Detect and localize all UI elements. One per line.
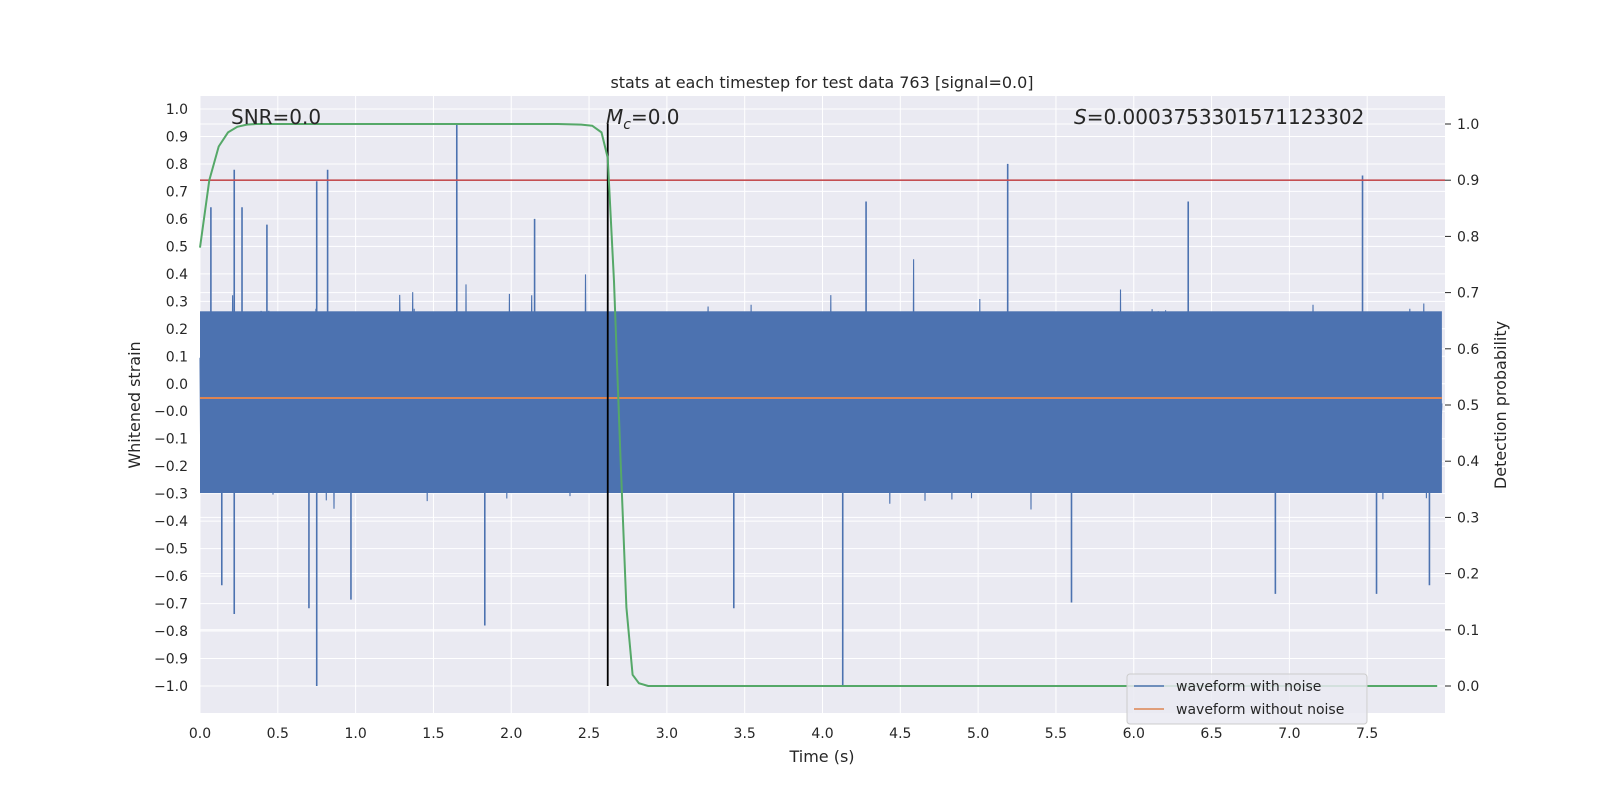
y2-tick-label: 0.3 [1457, 510, 1479, 526]
x-tick-label: 1.0 [344, 726, 366, 742]
y-tick-label: −0.2 [154, 459, 188, 475]
x-tick-label: 4.0 [811, 726, 833, 742]
y-tick-label: −0.7 [154, 597, 188, 613]
y-tick-label: 0.4 [166, 267, 188, 283]
axis-ticks: 0.0 0.5 1.0 1.5 2.0 2.5 3.0 3.5 4.0 4.5 5.0 5.5 6.0 6… [154, 102, 1479, 742]
y-tick-label: −0.6 [154, 569, 188, 585]
x-tick-label: 5.0 [967, 726, 989, 742]
y2-tick-label: 0.6 [1457, 342, 1479, 358]
y2-tick-label: 0.8 [1457, 229, 1479, 245]
x-tick-label: 6.0 [1123, 726, 1145, 742]
x-tick-label: 3.0 [656, 726, 678, 742]
y2-tick-label: 0.4 [1457, 454, 1479, 470]
y-tick-label: 1.0 [166, 102, 188, 118]
y2-tick-label: 0.9 [1457, 173, 1479, 189]
legend-label-noise: waveform with noise [1176, 679, 1321, 695]
y2-tick-label: 0.7 [1457, 286, 1479, 302]
x-tick-label: 6.5 [1200, 726, 1222, 742]
chirp-mass-symbol: M [606, 105, 623, 129]
legend: waveform with noise waveform without noi… [1126, 673, 1368, 725]
y-tick-label: −0.1 [154, 432, 188, 448]
x-tick-label: 5.5 [1045, 726, 1067, 742]
y-tick-label: −0.3 [154, 487, 188, 503]
y2-tick-label: 0.0 [1457, 679, 1479, 695]
s-statistic-symbol: S [1074, 105, 1087, 129]
y-tick-label: 0.3 [166, 294, 188, 310]
y-tick-label: 0.5 [166, 239, 188, 255]
y-tick-label: −1.0 [154, 679, 188, 695]
x-tick-label: 7.0 [1278, 726, 1300, 742]
y-tick-label: 0.2 [166, 322, 188, 338]
y-tick-label: −0.9 [154, 652, 188, 668]
y2-tick-label: 1.0 [1457, 117, 1479, 133]
waveform-with-noise-series [199, 123, 1443, 686]
y-tick-label: 0.1 [166, 349, 188, 365]
overlay-lines [199, 123, 1445, 687]
x-tick-label: 1.5 [422, 726, 444, 742]
x-tick-label: 4.5 [889, 726, 911, 742]
y-tick-label: −0.4 [154, 514, 188, 530]
x-tick-label: 0.0 [189, 726, 211, 742]
y-tick-label: 0.8 [166, 157, 188, 173]
x-axis-label: Time (s) [788, 747, 854, 766]
chirp-mass-subscript: c [623, 117, 631, 133]
y-axis-label: Whitened strain [125, 341, 144, 468]
x-tick-label: 3.5 [734, 726, 756, 742]
y2-axis-label: Detection probability [1491, 321, 1510, 489]
waveform-with-noise-band [200, 311, 1442, 494]
detection-probability-line [199, 123, 1438, 687]
s-statistic-annotation: S=0.0003753301571123302 [1074, 105, 1364, 129]
y-tick-label: −0.0 [154, 404, 188, 420]
y2-tick-label: 0.1 [1457, 623, 1479, 639]
y-tick-label: 0.6 [166, 212, 188, 228]
x-tick-label: 2.5 [578, 726, 600, 742]
y-tick-label: 0.0 [166, 377, 188, 393]
y2-tick-label: 0.2 [1457, 567, 1479, 583]
s-statistic-value: =0.0003753301571123302 [1087, 105, 1365, 129]
y-tick-label: 0.7 [166, 184, 188, 200]
x-tick-label: 7.5 [1356, 726, 1378, 742]
x-tick-label: 0.5 [267, 726, 289, 742]
y2-tick-label: 0.5 [1457, 398, 1479, 414]
x-tick-label: 2.0 [500, 726, 522, 742]
chirp-mass-annotation: Mc=0.0 [606, 105, 680, 133]
legend-box [1126, 673, 1368, 725]
legend-label-clean: waveform without noise [1176, 702, 1344, 718]
y-tick-label: 0.9 [166, 129, 188, 145]
chirp-mass-value: =0.0 [631, 105, 680, 129]
y-tick-label: −0.8 [154, 624, 188, 640]
snr-annotation: SNR=0.0 [231, 105, 321, 129]
y-tick-label: −0.5 [154, 542, 188, 558]
chart-title: stats at each timestep for test data 763… [610, 73, 1033, 92]
